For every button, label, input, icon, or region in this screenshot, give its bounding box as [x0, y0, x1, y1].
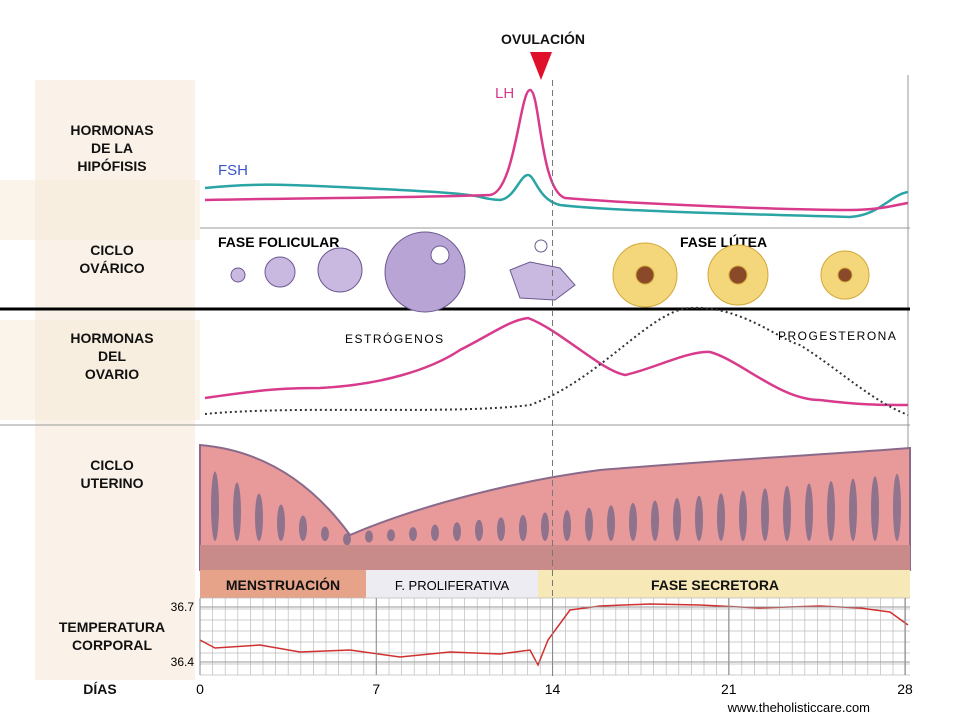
- gland: [233, 482, 241, 541]
- gland: [585, 507, 593, 541]
- credit: www.theholisticcare.com: [727, 700, 870, 715]
- phase-box: [200, 570, 366, 598]
- phase-label: F. PROLIFERATIVA: [395, 578, 510, 593]
- row-label: CICLO OVÁRICO: [79, 242, 144, 276]
- phase-label: MENSTRUACIÓN: [226, 576, 340, 593]
- day-tick-label: 21: [721, 681, 737, 697]
- ovulation-label: OVULACIÓN: [501, 30, 585, 47]
- estrogen-curve: [204, 316, 909, 407]
- progesterone-curve: [204, 306, 909, 416]
- progesterone-label: PROGESTERONA: [778, 329, 897, 343]
- phase-label: FASE FOLICULAR: [218, 234, 339, 250]
- gland: [805, 483, 813, 541]
- temp-tick-label: 36.7: [171, 600, 195, 614]
- myometrium: [200, 545, 910, 570]
- row-label-line: HORMONAS: [70, 122, 153, 138]
- gland: [211, 471, 219, 541]
- endometrium: [199, 443, 911, 571]
- row-label-line: OVARIO: [85, 366, 139, 382]
- row-label-line: OVÁRICO: [79, 260, 144, 276]
- days-label: DÍAS: [83, 681, 116, 697]
- row-label-line: DEL: [98, 348, 126, 364]
- day-tick-label: 7: [372, 681, 380, 697]
- gland: [321, 526, 329, 541]
- phase-label: FASE SECRETORA: [651, 577, 779, 593]
- corpus-luteum: [612, 242, 870, 308]
- gland: [871, 476, 879, 541]
- gland: [629, 502, 637, 541]
- gland: [541, 512, 549, 542]
- gland: [431, 524, 439, 541]
- temperature-curve: [199, 603, 909, 667]
- gland: [849, 478, 857, 541]
- row-label: HORMONAS DE LA HIPÓFISIS: [70, 122, 153, 174]
- gland: [409, 527, 417, 541]
- row-label-line: CORPORAL: [72, 637, 153, 653]
- glands: [211, 471, 901, 546]
- row-label-line: CICLO: [90, 242, 134, 258]
- day-tick-label: 0: [196, 681, 204, 697]
- lh-curve: [204, 88, 909, 212]
- temperature-grid: [199, 597, 910, 676]
- gland: [519, 514, 527, 541]
- gland: [717, 493, 725, 541]
- phase-label: FASE LÚTEA: [680, 233, 767, 250]
- gland: [277, 504, 285, 541]
- gland: [673, 498, 681, 541]
- phase-box: [366, 570, 538, 598]
- row-label-line: HIPÓFISIS: [77, 157, 146, 174]
- row-label-line: TEMPERATURA: [59, 619, 165, 635]
- gland: [651, 500, 659, 541]
- gland: [893, 473, 901, 541]
- row-label: TEMPERATURA CORPORAL: [59, 619, 165, 653]
- gland: [827, 481, 835, 541]
- fsh-label: FSH: [218, 162, 248, 179]
- gland: [607, 505, 615, 541]
- lh-label: LH: [495, 85, 514, 102]
- gland: [299, 515, 307, 541]
- row-label: HORMONAS DEL OVARIO: [70, 330, 153, 382]
- gland: [453, 522, 461, 541]
- gland: [783, 485, 791, 541]
- gland: [739, 490, 747, 541]
- day-tick-label: 14: [545, 681, 561, 697]
- gland: [387, 529, 395, 542]
- background-decor: [0, 80, 200, 680]
- gland: [255, 493, 263, 541]
- fsh-curve: [204, 173, 909, 219]
- gland: [497, 517, 505, 541]
- gland: [695, 495, 703, 541]
- follicles: [230, 231, 576, 313]
- row-label-line: HORMONAS: [70, 330, 153, 346]
- ovulation-arrow: [530, 52, 552, 80]
- estrogen-label: ESTRÓGENOS: [345, 331, 445, 346]
- phase-box: [538, 570, 910, 598]
- gland: [761, 488, 769, 541]
- day-tick-label: 28: [897, 681, 913, 697]
- temp-tick-label: 36.4: [171, 655, 195, 669]
- gland: [343, 533, 351, 546]
- row-label-line: DE LA: [91, 140, 133, 156]
- gland: [475, 519, 483, 542]
- gland: [365, 530, 373, 543]
- gland: [563, 510, 571, 541]
- row-label-line: CICLO: [90, 457, 134, 473]
- row-label-line: UTERINO: [81, 475, 144, 491]
- row-label: CICLO UTERINO: [81, 457, 144, 491]
